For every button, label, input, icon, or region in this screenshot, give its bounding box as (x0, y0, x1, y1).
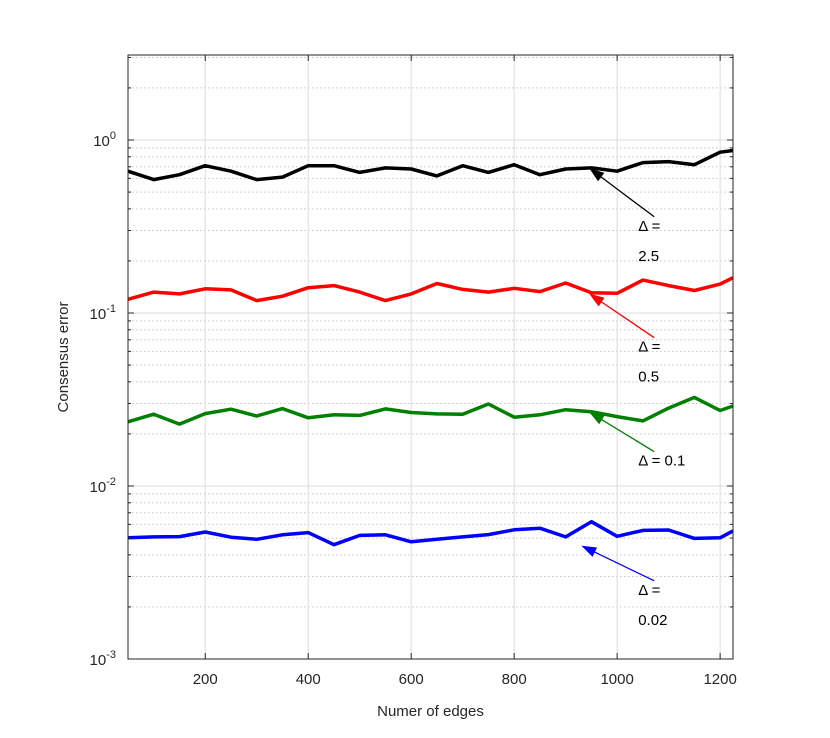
annotation-label: Δ = (638, 582, 660, 599)
x-tick-label: 1200 (703, 671, 736, 688)
y-tick-label: 10-3 (90, 649, 116, 669)
axis-ticks: 10-3 10-2 10-1 100 200 400 600 800 1000 1200 (90, 55, 737, 688)
y-tick-label: 100 (93, 130, 116, 150)
plot-area (128, 55, 733, 659)
annotation-label: 0.5 (638, 369, 659, 386)
annotation-label: 2.5 (638, 248, 659, 265)
annotation-arrow-head (589, 293, 605, 307)
annotation-arrow-head (589, 168, 605, 182)
x-tick-label: 1000 (600, 671, 633, 688)
annotation-arrow-line (594, 551, 655, 582)
y-tick-label: 10-1 (90, 303, 116, 323)
annotation-arrow-head (589, 411, 605, 425)
x-tick-label: 400 (296, 671, 321, 688)
series-line-4 (127, 519, 734, 547)
plot-frame (127, 54, 734, 660)
annotation-label: Δ = 0.1 (638, 453, 685, 470)
x-tick-label: 800 (502, 671, 527, 688)
annotations: Δ = 2.5 Δ = 0.5 Δ = 0.1 Δ = 0.02 (581, 168, 685, 629)
x-axis-label: Numer of edges (377, 703, 484, 720)
annotation-arrow-line (600, 301, 655, 339)
x-tick-label: 200 (193, 671, 218, 688)
series-line-2 (127, 276, 734, 303)
annotation-arrow-line (601, 418, 655, 453)
x-tick-label: 600 (399, 671, 424, 688)
annotation-label: 0.02 (638, 612, 667, 629)
annotation-arrow-line (600, 176, 655, 218)
data-series (127, 148, 734, 547)
annotation-arrow-head (581, 545, 598, 557)
y-axis-label: Consensus error (55, 302, 72, 413)
annotation-label: Δ = (638, 339, 660, 356)
series-line-1 (127, 148, 734, 182)
annotation-label: Δ = (638, 218, 660, 235)
series-line-3 (127, 395, 734, 426)
y-tick-label: 10-2 (90, 476, 116, 496)
